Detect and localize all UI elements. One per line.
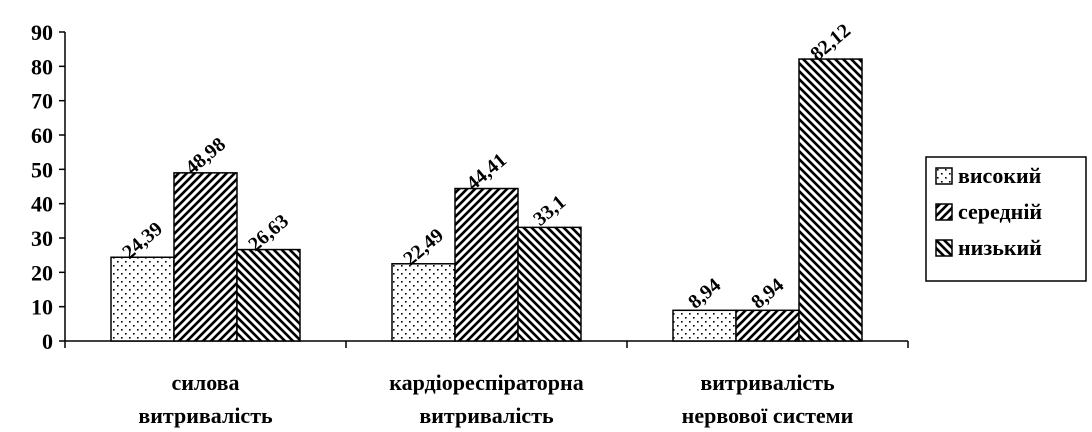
category-label: силова (171, 370, 239, 395)
category-label: нервової системи (682, 403, 854, 428)
y-tick-label: 40 (31, 192, 53, 217)
legend: високий середній низький (925, 156, 1087, 282)
data-label: 8,94 (684, 274, 725, 313)
category-label: витривалість (138, 403, 273, 428)
legend-swatch (935, 239, 953, 257)
data-label: 33,1 (529, 191, 570, 230)
y-tick-label: 70 (31, 89, 53, 114)
legend-swatch (935, 203, 953, 221)
y-tick-label: 0 (42, 329, 53, 354)
bar-високий (672, 309, 737, 342)
y-tick-label: 50 (31, 157, 53, 182)
bar-середній (173, 172, 238, 342)
legend-label: високий (958, 163, 1042, 188)
category-label: кардіореспіраторна (389, 370, 583, 395)
y-tick-label: 20 (31, 260, 53, 285)
y-tick-label: 60 (31, 123, 53, 148)
legend-label: низький (958, 235, 1042, 260)
y-tick-label: 30 (31, 226, 53, 251)
bar-низький (798, 58, 863, 342)
y-tick-label: 80 (31, 54, 53, 79)
y-tick-label: 90 (31, 20, 53, 45)
bar-низький (236, 248, 301, 342)
category-label: витривалість (419, 403, 554, 428)
category-labels: силова витривалість кардіореспіраторна витр… (138, 370, 853, 428)
bar-середній (735, 309, 800, 342)
bar-високий (110, 256, 175, 342)
legend-swatch (935, 167, 953, 185)
category-label: витривалість (700, 370, 835, 395)
data-label: 8,94 (747, 274, 788, 313)
bar-високий (391, 263, 456, 342)
bar-низький (517, 226, 582, 342)
y-tick-label: 10 (31, 295, 53, 320)
bar-середній (454, 187, 519, 342)
legend-label: середній (958, 199, 1042, 224)
